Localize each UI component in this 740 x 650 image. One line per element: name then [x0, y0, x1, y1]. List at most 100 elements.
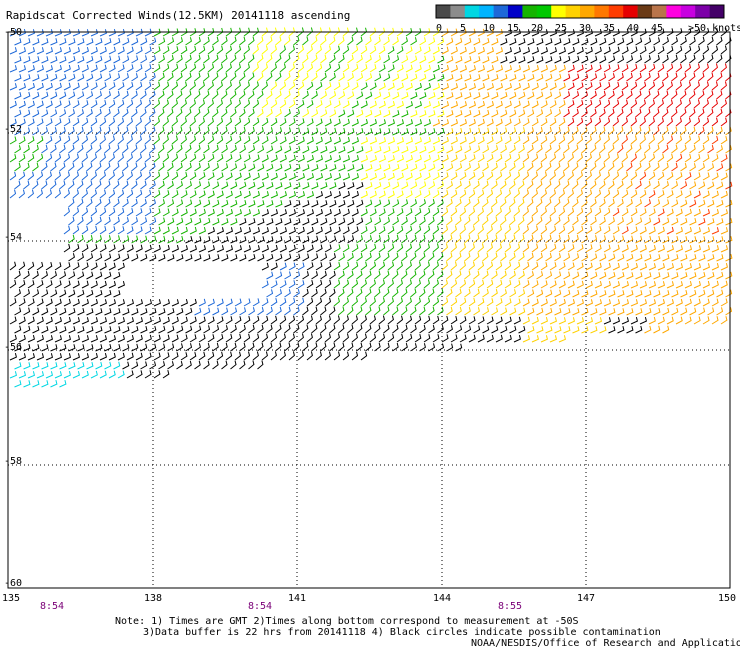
wind-barb	[90, 189, 97, 199]
wind-barb	[261, 191, 269, 199]
wind-barb	[153, 99, 161, 109]
wind-barb	[99, 189, 107, 199]
legend-label: 15	[507, 23, 519, 34]
wind-barb	[288, 315, 296, 325]
wind-barb	[311, 235, 319, 244]
wind-barb	[648, 46, 656, 55]
wind-barb	[275, 271, 283, 280]
wind-barb	[266, 36, 273, 46]
wind-barb	[18, 65, 26, 73]
wind-barb	[306, 81, 314, 91]
wind-barb	[252, 333, 260, 343]
wind-barb	[698, 199, 706, 208]
wind-barb	[243, 45, 250, 55]
wind-barb	[459, 172, 467, 181]
wind-barb	[279, 99, 287, 109]
wind-barb	[468, 225, 475, 235]
wind-barb	[567, 29, 575, 37]
wind-barb	[59, 362, 67, 370]
wind-barb	[459, 225, 466, 235]
wind-barb	[140, 198, 147, 208]
wind-barb	[293, 90, 300, 100]
wind-barb	[671, 235, 679, 244]
wind-barb	[63, 189, 70, 199]
wind-barb	[464, 198, 471, 208]
wind-barb	[621, 135, 628, 145]
wind-barb	[59, 307, 67, 316]
wind-barb	[356, 324, 363, 334]
wind-barb	[698, 271, 706, 280]
wind-barb	[648, 171, 656, 181]
wind-barb	[527, 198, 534, 208]
wind-barb	[720, 117, 728, 127]
wind-barb	[437, 181, 444, 190]
wind-barb	[549, 135, 557, 145]
wind-barb	[504, 334, 512, 343]
wind-barb	[680, 72, 687, 82]
wind-barb	[648, 281, 656, 289]
wind-barb	[221, 181, 229, 190]
wind-barb	[518, 162, 525, 172]
wind-barb	[338, 182, 346, 190]
wind-barb	[36, 316, 44, 325]
wind-barb	[270, 81, 278, 91]
wind-barb	[306, 45, 313, 55]
wind-barb	[644, 272, 652, 280]
wind-barb	[707, 126, 714, 136]
wind-barb	[387, 172, 395, 181]
wind-barb	[144, 226, 152, 235]
wind-barb	[185, 72, 192, 82]
wind-barb	[144, 244, 152, 253]
wind-barb	[86, 162, 93, 172]
wind-barb	[563, 289, 571, 298]
wind-barb	[446, 163, 454, 172]
wind-barb	[63, 82, 71, 91]
wind-barb	[711, 81, 718, 91]
wind-barb	[342, 155, 350, 163]
wind-barb	[608, 37, 616, 46]
wind-barb	[666, 263, 674, 271]
wind-barb	[369, 155, 377, 163]
wind-barb	[185, 325, 193, 334]
wind-barb	[693, 190, 701, 199]
wind-barb	[158, 180, 165, 190]
wind-barb	[545, 180, 552, 190]
legend-label: 25	[555, 23, 567, 34]
wind-barb	[252, 315, 260, 325]
wind-barb	[648, 299, 656, 307]
wind-barb	[414, 207, 422, 217]
wind-barb	[257, 72, 264, 82]
wind-barb	[432, 261, 439, 271]
wind-barb	[558, 117, 566, 127]
wind-barb	[405, 46, 413, 55]
wind-barb	[131, 73, 138, 82]
wind-barb	[275, 235, 283, 244]
wind-barb	[563, 216, 570, 226]
wind-barb	[639, 208, 647, 217]
wind-barb	[50, 325, 58, 334]
wind-barb	[657, 63, 665, 73]
wind-barb	[468, 65, 476, 73]
wind-barb	[360, 173, 368, 181]
wind-barb	[126, 117, 133, 127]
wind-barb	[306, 118, 314, 127]
wind-barb	[491, 234, 498, 244]
wind-barb	[302, 200, 310, 208]
wind-barb	[558, 100, 566, 109]
wind-barb	[140, 108, 147, 118]
wind-barb	[275, 127, 283, 136]
wind-barb	[527, 73, 535, 82]
wind-barb	[171, 153, 179, 163]
wind-barb	[509, 325, 517, 334]
wind-barb	[122, 126, 129, 136]
wind-barb	[329, 253, 336, 262]
wind-barb	[513, 316, 521, 325]
wind-barb	[392, 91, 400, 100]
wind-barb	[140, 361, 148, 370]
wind-barb	[590, 326, 598, 334]
wind-barb	[536, 109, 544, 118]
wind-barb	[27, 316, 35, 325]
wind-barb	[171, 46, 179, 55]
wind-barb	[342, 45, 350, 55]
wind-barb	[126, 299, 134, 307]
